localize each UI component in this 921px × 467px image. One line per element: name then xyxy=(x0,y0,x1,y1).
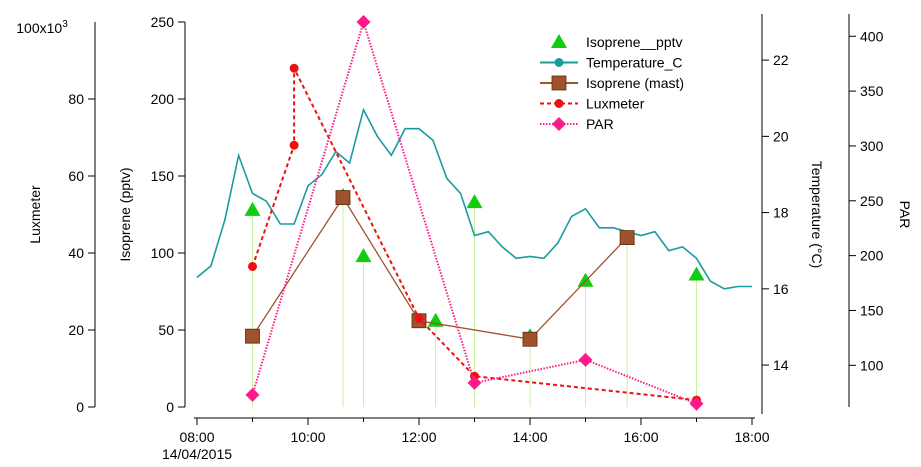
legend-label: Isoprene (mast) xyxy=(586,75,684,91)
par-tick-label: 350 xyxy=(860,83,884,99)
luxmeter-tick-label: 60 xyxy=(68,168,84,184)
series-layer xyxy=(196,15,752,411)
temperature-axis-title: Temperature (°C) xyxy=(809,161,825,269)
isoprene-tick-label: 200 xyxy=(151,91,175,107)
x-tick-label: 08:00 xyxy=(179,429,214,445)
luxmeter-marker xyxy=(289,140,299,150)
isoprene-pptv-marker xyxy=(577,272,594,287)
isoprene-axis-title: Isoprene (pptv) xyxy=(117,167,133,261)
isoprene-pptv-marker xyxy=(466,194,483,209)
legend-item-isoprene-mast: Isoprene (mast) xyxy=(540,75,684,91)
luxmeter-tick-label: 40 xyxy=(68,245,84,261)
temperature-tick-label: 16 xyxy=(773,281,789,297)
par-tick-label: 400 xyxy=(860,28,884,44)
par-tick-label: 100 xyxy=(860,357,884,373)
legend-marker-sample xyxy=(552,117,566,131)
luxmeter-line xyxy=(251,67,697,402)
legend-marker-sample xyxy=(551,34,567,48)
isoprene-mast-marker xyxy=(619,230,635,246)
x-date-label: 14/04/2015 xyxy=(162,446,232,462)
isoprene-tick-label: 150 xyxy=(151,168,175,184)
isoprene-mast-marker xyxy=(335,190,351,205)
par-marker xyxy=(689,396,704,411)
par-marker xyxy=(578,352,593,367)
isoprene-tick-label: 100 xyxy=(151,245,175,261)
par-axis-title: PAR xyxy=(897,201,913,229)
temperature-tick-label: 18 xyxy=(773,205,789,221)
x-tick-label: 10:00 xyxy=(290,429,325,445)
luxmeter-marker xyxy=(289,63,299,73)
legend: Isoprene__pptv Temperature_C Isoprene (mas… xyxy=(540,34,684,132)
par-marker xyxy=(356,15,371,29)
luxmeter-marker xyxy=(414,313,424,323)
legend-marker-sample xyxy=(551,75,567,91)
legend-item-isoprene-pptv: Isoprene__pptv xyxy=(551,34,683,50)
legend-marker-sample xyxy=(554,99,564,108)
isoprene-pptv-marker xyxy=(688,266,705,281)
par-line xyxy=(251,18,697,405)
luxmeter-multiplier-exponent: 3 xyxy=(62,19,68,30)
luxmeter-axis-title: Luxmeter xyxy=(27,185,43,244)
series-par xyxy=(245,15,704,411)
legend-label: Isoprene__pptv xyxy=(586,34,683,50)
legend-label: PAR xyxy=(586,116,614,132)
par-tick-label: 150 xyxy=(860,302,884,318)
par-tick-label: 250 xyxy=(860,193,884,209)
luxmeter-tick-label: 20 xyxy=(68,322,84,338)
par-tick-label: 200 xyxy=(860,248,884,264)
x-tick-label: 14:00 xyxy=(512,429,547,445)
isoprene-pptv-marker xyxy=(355,248,372,263)
isoprene-pptv-marker xyxy=(244,201,261,216)
series-temperature-c xyxy=(196,107,752,290)
luxmeter-marker xyxy=(248,261,257,271)
isoprene-mast-marker xyxy=(522,331,538,347)
isoprene-tick-label: 250 xyxy=(151,14,175,30)
legend-item-luxmeter: Luxmeter xyxy=(540,96,645,112)
legend-item-par: PAR xyxy=(540,116,614,132)
temperature-tick-label: 22 xyxy=(773,52,789,68)
temperature-c-line xyxy=(196,107,752,290)
temperature-tick-label: 20 xyxy=(773,128,789,144)
isoprene-tick-label: 0 xyxy=(166,399,174,415)
axes: 0 20 40 60 80 Luxmeter 0 50 100 150 200 250 Isoprene… xyxy=(16,14,913,462)
par-marker xyxy=(467,375,482,390)
legend-label: Temperature_C xyxy=(586,55,683,71)
luxmeter-tick-label: 0 xyxy=(76,399,84,415)
par-tick-label: 300 xyxy=(860,138,884,154)
par-marker xyxy=(245,387,260,402)
isoprene-tick-label: 50 xyxy=(158,322,174,338)
luxmeter-tick-label: 80 xyxy=(68,91,84,107)
x-tick-label: 12:00 xyxy=(401,429,436,445)
isoprene-mast-marker xyxy=(245,328,260,344)
x-tick-label: 16:00 xyxy=(623,429,658,445)
legend-marker-sample xyxy=(554,58,564,67)
temperature-tick-label: 14 xyxy=(773,357,789,373)
legend-label: Luxmeter xyxy=(586,96,645,112)
legend-item-temperature-c: Temperature_C xyxy=(540,55,683,71)
x-tick-label: 18:00 xyxy=(734,429,769,445)
luxmeter-multiplier: 100x103 xyxy=(16,19,68,36)
